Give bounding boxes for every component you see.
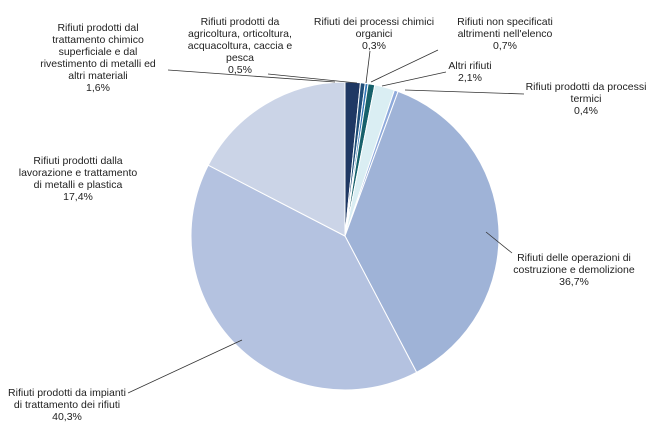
data-label-line: costruzione e demolizione [513,264,635,276]
data-label-line: Rifiuti non specificati [457,16,553,28]
leader-line-5 [381,71,447,87]
data-label-7: Rifiuti delle operazioni di costruzione e… [513,252,635,288]
data-label-line: Rifiuti prodotti da processi [526,81,647,93]
data-label-line: 0,7% [493,40,517,52]
data-label-line: 0,5% [228,64,252,76]
leader-lines [127,49,525,394]
data-label-3: Rifiuti dei processi chimici organici 0,3% [314,16,434,52]
data-label-line: pesca [226,52,254,64]
data-label-line: 17,4% [63,191,93,203]
leader-line-6 [404,89,525,95]
data-label-line: Rifiuti prodotti dal [57,22,138,34]
data-label-1: Rifiuti prodotti dal trattamento chimico s… [40,22,156,94]
data-label-line: superficiale e dal [59,46,138,58]
data-label-line: altrimenti nell'elenco [458,28,553,40]
data-label-line: 36,7% [559,276,589,288]
data-label-line: organici [356,28,393,40]
data-label-line: termici [571,93,602,105]
data-label-line: 0,4% [574,105,598,117]
data-label-line: trattamento chimico [52,34,144,46]
data-label-line: di metalli e plastica [34,179,123,191]
data-label-5: Altri rifiuti 2,1% [448,60,491,84]
data-label-line: Rifiuti dei processi chimici [314,16,434,28]
data-label-line: lavorazione e trattamento [19,167,138,179]
pie-slice-7 [344,90,500,374]
data-label-line: Rifiuti prodotti da impianti [8,387,126,399]
leader-line-7 [485,231,513,254]
data-label-line: altri materiali [68,70,128,82]
pie-slices [190,81,500,391]
data-label-line: Altri rifiuti [448,60,491,72]
leader-line-4 [370,49,439,83]
pie-slice-9 [207,81,346,237]
leader-line-2 [267,73,358,84]
data-label-4: Rifiuti non specificati altrimenti nell'e… [457,16,553,52]
data-label-line: 1,6% [86,82,110,94]
data-label-line: 0,3% [362,40,386,52]
data-label-line: 40,3% [52,411,82,423]
leader-line-8 [127,339,243,394]
data-label-8: Rifiuti prodotti da impianti di trattamen… [8,387,126,423]
data-label-line: rivestimento di metalli ed [40,58,156,70]
data-label-line: Rifiuti delle operazioni di [517,252,631,264]
data-label-line: Rifiuti prodotti dalla [33,155,122,167]
data-label-6: Rifiuti prodotti da processi termici 0,4% [526,81,647,117]
leader-line-1 [167,69,336,83]
data-label-line: 2,1% [458,72,482,84]
data-label-line: Rifiuti prodotti da [201,16,280,28]
leader-line-3 [365,50,371,84]
data-label-9: Rifiuti prodotti dalla lavorazione e trat… [19,155,138,203]
pie-slice-8 [190,164,418,391]
data-label-2: Rifiuti prodotti da agricoltura, orticolt… [188,16,293,76]
data-label-line: acquacoltura, caccia e [188,40,293,52]
data-label-line: di trattamento dei rifiuti [14,399,120,411]
data-label-line: agricoltura, orticoltura, [188,28,292,40]
data-labels: Rifiuti prodotti dal trattamento chimico s… [8,16,646,423]
